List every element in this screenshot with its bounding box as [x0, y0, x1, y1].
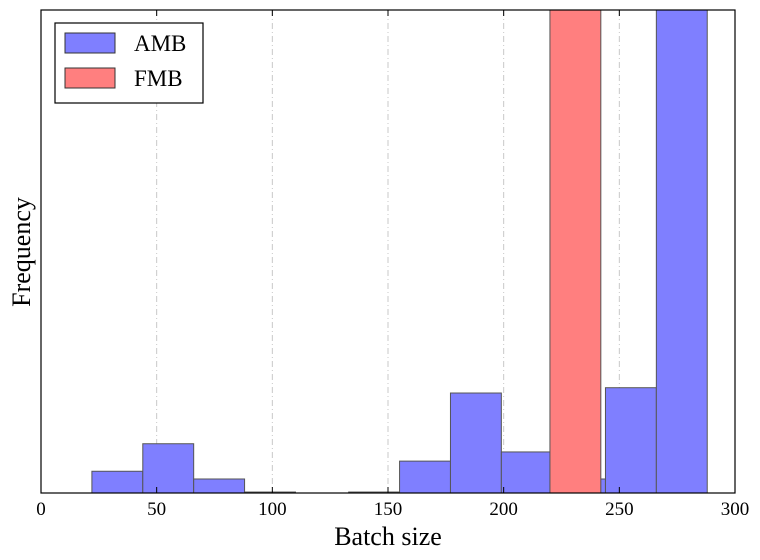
bar-amb-10 — [655, 9, 708, 494]
x-tick-label-50: 50 — [147, 499, 166, 520]
legend: AMB FMB — [54, 22, 204, 104]
x-axis-title: Batch size — [334, 522, 442, 551]
x-tick-labels: 0 50 100 150 200 250 300 — [36, 499, 749, 520]
bar-amb-9 — [604, 387, 657, 494]
axis-ticks — [40, 10, 736, 493]
bar-amb-2 — [193, 478, 246, 494]
legend-swatch-amb — [64, 32, 116, 54]
x-tick-label-150: 150 — [374, 499, 403, 520]
bar-amb-1 — [142, 443, 195, 494]
histogram-bars — [91, 9, 708, 494]
legend-label-amb: AMB — [134, 31, 186, 56]
x-tick-label-100: 100 — [258, 499, 287, 520]
x-tick-label-300: 300 — [721, 499, 750, 520]
legend-swatch-fmb — [64, 67, 116, 89]
legend-label-fmb: FMB — [134, 66, 183, 91]
bar-amb-0 — [91, 470, 144, 494]
x-tick-label-250: 250 — [605, 499, 634, 520]
bar-fmb-0 — [549, 9, 602, 494]
y-axis-title: Frequency — [7, 197, 36, 307]
x-tick-label-200: 200 — [489, 499, 518, 520]
bar-amb-5 — [399, 460, 451, 494]
x-tick-label-0: 0 — [36, 499, 46, 520]
bar-amb-6 — [449, 392, 502, 494]
bar-amb-7 — [500, 451, 553, 494]
